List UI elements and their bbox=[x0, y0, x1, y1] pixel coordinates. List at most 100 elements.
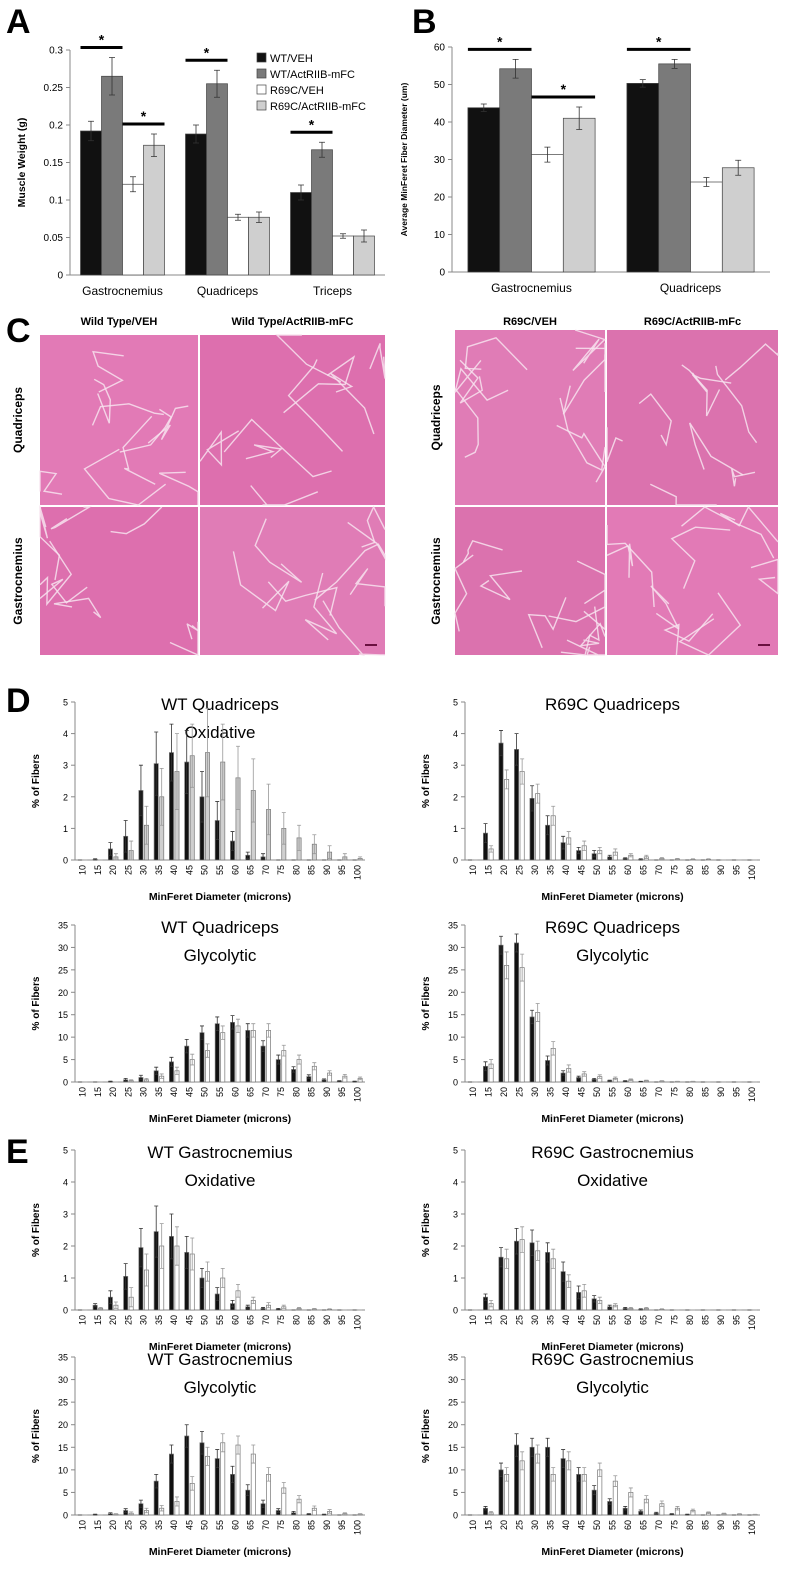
legend-swatch bbox=[256, 52, 267, 63]
fiber-boundary bbox=[232, 551, 290, 612]
x-tick-label: Triceps bbox=[313, 284, 352, 298]
x-tick-label: 35 bbox=[154, 1520, 164, 1530]
x-tick-label: 45 bbox=[184, 865, 194, 875]
x-tick-label: 10 bbox=[468, 1087, 478, 1097]
error-bar bbox=[483, 1293, 488, 1301]
y-tick-label: 25 bbox=[58, 1398, 68, 1408]
x-tick-label: 50 bbox=[592, 1087, 602, 1097]
x-tick-label: 85 bbox=[307, 865, 317, 875]
error-bar bbox=[154, 1473, 159, 1489]
error-bar bbox=[566, 1064, 571, 1073]
error-bar bbox=[592, 1295, 597, 1303]
error-bar bbox=[144, 805, 149, 845]
error-bar bbox=[129, 1079, 134, 1082]
error-bar bbox=[566, 1451, 571, 1471]
error-bar bbox=[129, 1287, 134, 1308]
error-bar bbox=[266, 1023, 271, 1038]
error-bar bbox=[613, 848, 618, 856]
legend-label: WT/VEH bbox=[270, 53, 313, 65]
chart-title: Oxidative bbox=[185, 1171, 256, 1190]
error-bar bbox=[483, 823, 488, 844]
error-bar bbox=[169, 723, 174, 782]
y-tick-label: 20 bbox=[448, 1420, 458, 1430]
y-tick-label: 25 bbox=[448, 1398, 458, 1408]
bar bbox=[80, 130, 102, 276]
error-bar bbox=[261, 1499, 266, 1508]
y-tick-label: 5 bbox=[63, 1055, 68, 1065]
x-tick-label: 65 bbox=[246, 1315, 256, 1325]
error-bar bbox=[261, 1040, 266, 1052]
fiber-boundary bbox=[39, 506, 49, 539]
x-axis-label: MinFeret Diameter (microns) bbox=[149, 1341, 291, 1353]
x-tick-label: 40 bbox=[561, 1087, 571, 1097]
error-bar bbox=[297, 1307, 302, 1310]
error-bar bbox=[545, 1437, 550, 1457]
x-tick-label: 60 bbox=[230, 865, 240, 875]
error-bar bbox=[159, 1505, 164, 1512]
row-header: Gastrocnemius bbox=[11, 537, 25, 625]
error-bar bbox=[297, 1054, 302, 1065]
bar bbox=[467, 107, 501, 273]
x-tick-label: 70 bbox=[261, 1315, 271, 1325]
bar bbox=[529, 1446, 535, 1516]
error-bar bbox=[703, 177, 710, 187]
error-bar bbox=[489, 1300, 494, 1308]
fiber-boundary bbox=[199, 429, 240, 467]
error-bar bbox=[245, 1023, 250, 1038]
fiber-boundary bbox=[606, 427, 623, 463]
x-tick-label: 90 bbox=[716, 865, 726, 875]
error-bar bbox=[613, 1303, 618, 1308]
panel-label: B bbox=[412, 3, 437, 41]
x-tick-label: 90 bbox=[322, 865, 332, 875]
error-bar bbox=[138, 1228, 143, 1268]
x-tick-label: 65 bbox=[246, 1520, 256, 1530]
x-tick-label: 15 bbox=[93, 865, 103, 875]
y-tick-label: 3 bbox=[63, 761, 68, 771]
y-tick-label: 1 bbox=[453, 824, 458, 834]
y-axis-label: % of Fibers bbox=[31, 1409, 42, 1463]
error-bar bbox=[358, 856, 363, 861]
y-tick-label: 5 bbox=[63, 1146, 68, 1156]
y-tick-label: 15 bbox=[58, 1443, 68, 1453]
x-tick-label: 45 bbox=[576, 865, 586, 875]
x-tick-label: 45 bbox=[576, 1520, 586, 1530]
error-bar bbox=[644, 854, 649, 859]
error-bar bbox=[108, 1290, 113, 1304]
error-bar bbox=[297, 1495, 302, 1504]
x-tick-label: Gastrocnemius bbox=[82, 284, 163, 298]
x-tick-label: 20 bbox=[108, 865, 118, 875]
error-bar bbox=[551, 805, 556, 826]
error-bar bbox=[327, 1070, 332, 1076]
y-tick-label: 10 bbox=[448, 1465, 458, 1475]
error-bar bbox=[215, 1016, 220, 1031]
error-bar bbox=[514, 733, 519, 766]
error-bar bbox=[551, 1041, 556, 1056]
y-tick-label: 10 bbox=[448, 1033, 458, 1043]
error-bar bbox=[535, 1444, 540, 1464]
x-tick-label: 55 bbox=[215, 1087, 225, 1097]
error-bar bbox=[551, 1467, 556, 1482]
error-bar bbox=[499, 730, 504, 757]
x-tick-label: 15 bbox=[93, 1520, 103, 1530]
x-tick-label: 65 bbox=[639, 1315, 649, 1325]
x-tick-label: 15 bbox=[93, 1315, 103, 1325]
error-bar bbox=[123, 1078, 128, 1082]
error-bar bbox=[199, 1268, 204, 1288]
x-tick-label: 95 bbox=[732, 1087, 742, 1097]
x-tick-label: 70 bbox=[654, 1315, 664, 1325]
fiber-boundary bbox=[527, 597, 567, 649]
bar bbox=[531, 154, 564, 273]
error-bar bbox=[151, 133, 157, 157]
x-axis-label: MinFeret Diameter (microns) bbox=[149, 891, 291, 903]
x-tick-label: 70 bbox=[654, 1087, 664, 1097]
error-bar bbox=[628, 1307, 633, 1310]
x-tick-label: 45 bbox=[576, 1087, 586, 1097]
x-tick-label: 30 bbox=[139, 1315, 149, 1325]
fiber-boundary bbox=[223, 418, 332, 478]
x-tick-label: 90 bbox=[716, 1315, 726, 1325]
error-bar bbox=[340, 233, 346, 239]
y-tick-label: 30 bbox=[434, 155, 446, 166]
error-bar bbox=[215, 801, 220, 840]
error-bar bbox=[169, 1056, 174, 1067]
x-tick-label: 55 bbox=[215, 865, 225, 875]
